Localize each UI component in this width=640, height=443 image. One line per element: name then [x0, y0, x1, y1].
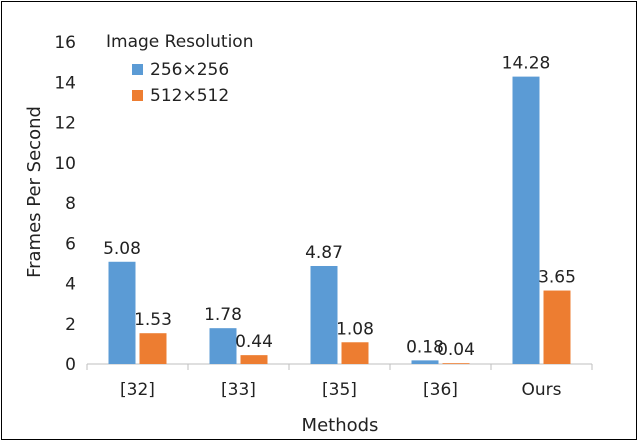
data-labels: 5.08 1.53 1.78 0.44 4.87 1.08 0.180.04 14.28 3.6… — [103, 54, 576, 361]
x-tick-label: [32] — [120, 380, 155, 400]
axes — [86, 363, 593, 370]
legend-swatch-256 — [132, 64, 143, 75]
bar-512 — [139, 333, 167, 364]
y-tick-label: 8 — [65, 194, 76, 214]
bar-512 — [341, 342, 369, 364]
bar-512 — [543, 290, 571, 364]
bar-512 — [240, 355, 268, 364]
data-label: 1.53 — [134, 310, 172, 330]
y-tick-labels: 0 2 4 6 8 10 12 14 16 — [54, 33, 76, 375]
y-tick-label: 12 — [54, 114, 76, 134]
data-label: 3.65 — [538, 268, 576, 288]
bar-256 — [411, 360, 439, 364]
data-label: 5.08 — [103, 239, 141, 259]
legend: Image Resolution 256×256 512×512 — [106, 32, 253, 106]
bar-256 — [512, 76, 540, 365]
y-tick-label: 14 — [54, 73, 76, 93]
y-tick-label: 16 — [54, 33, 76, 53]
x-tick-label: [35] — [322, 380, 357, 400]
y-tick-label: 10 — [54, 154, 76, 174]
x-tick-label: [33] — [221, 380, 256, 400]
legend-label-512: 512×512 — [150, 86, 229, 106]
bar-256 — [108, 261, 136, 364]
data-label: 0.04 — [437, 340, 475, 360]
data-label: 0.18 — [406, 337, 444, 357]
data-label: 4.87 — [305, 243, 343, 263]
bars — [108, 76, 571, 365]
x-axis-title: Methods — [302, 415, 379, 436]
y-tick-label: 6 — [65, 234, 76, 254]
legend-title: Image Resolution — [106, 32, 253, 52]
legend-swatch-512 — [132, 90, 143, 101]
y-tick-label: 0 — [65, 355, 76, 375]
data-label: 1.08 — [336, 319, 374, 339]
legend-label-256: 256×256 — [150, 60, 229, 80]
data-label: 0.44 — [235, 332, 273, 352]
bar-256 — [310, 265, 338, 364]
category-labels: [32] [33] [35] [36] Ours — [120, 380, 562, 400]
y-tick-label: 4 — [65, 275, 76, 295]
bar-512 — [442, 363, 470, 364]
data-label: 1.78 — [204, 305, 242, 325]
y-tick-label: 2 — [65, 315, 76, 335]
x-tick-label: Ours — [521, 380, 561, 400]
y-axis-title: Frames Per Second — [24, 106, 45, 278]
x-tick-label: [36] — [423, 380, 458, 400]
bar-256 — [209, 328, 237, 364]
data-label: 14.28 — [502, 54, 551, 74]
